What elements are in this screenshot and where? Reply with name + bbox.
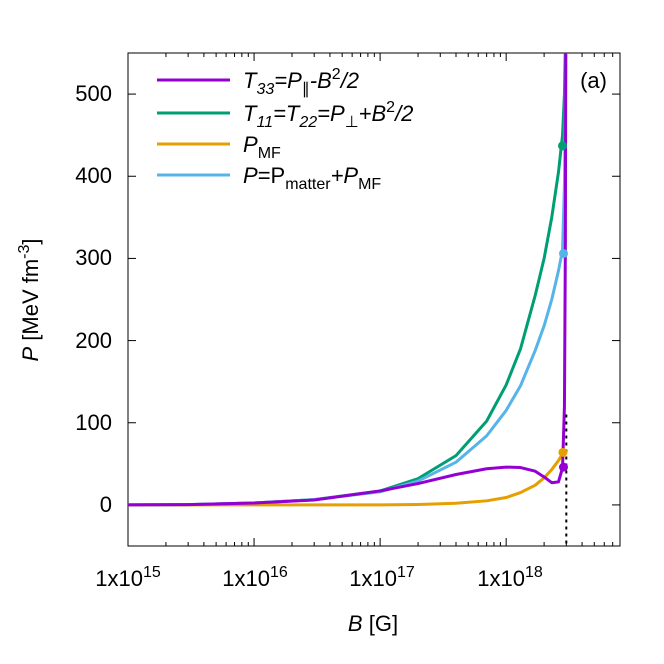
- plot-frame: [127, 52, 621, 547]
- y-tick-label-300: 300: [75, 245, 112, 270]
- y-tick-label-100: 100: [75, 410, 112, 435]
- marker-group: [558, 141, 568, 472]
- plot-border: [127, 52, 621, 547]
- marker-ptot: [558, 248, 568, 258]
- marker-pmf: [558, 447, 568, 457]
- legend-label-t11: T11=T22=P⊥+B2/2: [243, 99, 413, 131]
- y-tick-labels: 500 400 300 200 100 0: [75, 81, 112, 517]
- x-tick-label-1e16: 1x1016: [222, 564, 288, 591]
- x-tick-label-1e17: 1x1017: [349, 564, 415, 591]
- x-tick-labels: 1x1015 1x1016 1x1017 1x1018: [95, 564, 543, 591]
- legend-label-pmf: PMF: [243, 132, 281, 162]
- y-tick-label-500: 500: [75, 81, 112, 106]
- marker-t33: [558, 462, 568, 472]
- legend-label-t33: T33=P∥-B2/2: [243, 66, 359, 98]
- x-tick-label-1e15: 1x1015: [95, 564, 161, 591]
- legend-label-ptot: P=Pmatter+PMF: [243, 163, 381, 193]
- series-line-pmf: [128, 449, 566, 507]
- marker-t11: [558, 141, 568, 151]
- x-axis-title: B [G]: [348, 611, 398, 636]
- y-axis-title: P [MeV fm-3]: [16, 238, 43, 361]
- panel-label: (a): [580, 68, 607, 93]
- y-tick-label-200: 200: [75, 328, 112, 353]
- series-lines: [128, 53, 568, 507]
- y-tick-label-0: 0: [100, 492, 112, 517]
- series-line-t33: [128, 53, 568, 507]
- y-tick-label-400: 400: [75, 163, 112, 188]
- x-tick-label-1e18: 1x1018: [477, 564, 543, 591]
- legend: T33=P∥-B2/2 T11=T22=P⊥+B2/2 PMF P=Pmatte…: [157, 66, 413, 193]
- tick-marks: [127, 53, 621, 546]
